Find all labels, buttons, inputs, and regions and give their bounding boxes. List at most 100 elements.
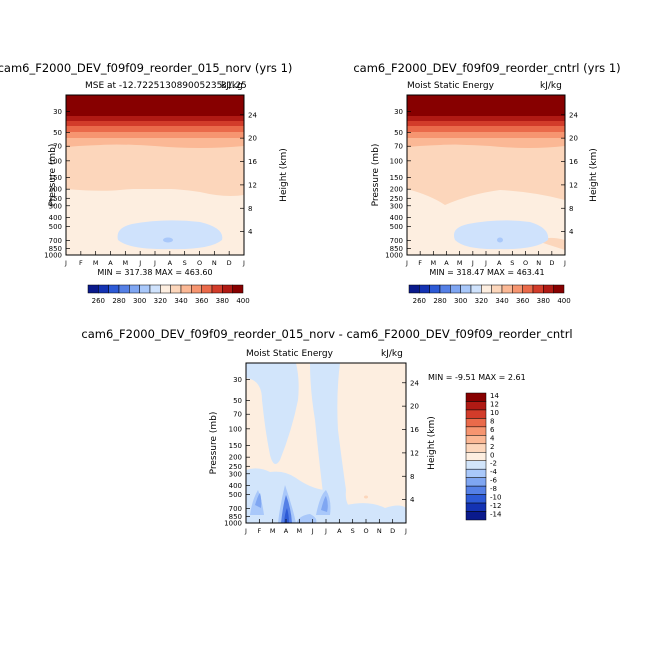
y-right-tick-label: 20 (248, 135, 257, 143)
colorbar-swatch (470, 284, 482, 294)
y-tick-label: 100 (49, 157, 62, 165)
colorbar-swatch (108, 284, 120, 294)
colorbar-swatch (118, 284, 130, 294)
y-right-tick-label: 16 (248, 158, 257, 166)
colorbar-label: 300 (133, 297, 146, 305)
x-tick-label: A (284, 527, 289, 535)
colorbar-label: 300 (454, 297, 467, 305)
y-tick-label: 200 (49, 186, 62, 194)
y-tick-label: 500 (49, 223, 62, 231)
x-tick-label: D (390, 527, 395, 535)
colorbar-label: 4 (490, 434, 495, 442)
x-tick-label: N (212, 259, 217, 267)
x-tick-label: F (257, 527, 261, 535)
panel-left-label: Moist Static Energy (407, 81, 495, 91)
colorbar-label: 12 (490, 400, 499, 408)
y-tick-label: 50 (53, 129, 62, 137)
x-tick-label: S (351, 527, 355, 535)
y-tick-label: 200 (229, 454, 242, 462)
y-right-tick-label: 4 (410, 496, 415, 504)
x-tick-label: A (168, 259, 173, 267)
y-tick-label: 30 (394, 108, 403, 116)
colorbar: 260 280 300 320 340 360 380 400 (408, 284, 571, 305)
y-tick-label: 150 (229, 442, 242, 450)
colorbar-swatch (465, 392, 487, 402)
plot-area (245, 362, 407, 524)
y-tick-label: 400 (49, 214, 62, 222)
colorbar-swatch (429, 284, 441, 294)
colorbar-swatch (543, 284, 554, 294)
colorbar-swatch (465, 409, 487, 419)
colorbar-label: 280 (112, 297, 125, 305)
colorbar-swatch (160, 284, 171, 294)
y-tick-label: 300 (390, 202, 403, 210)
colorbar-swatch (465, 502, 487, 512)
colorbar-label: -10 (490, 494, 501, 502)
colorbar-swatch (129, 284, 140, 294)
panel-units-label: kJ/kg (381, 349, 403, 359)
colorbar-swatch (553, 284, 565, 294)
x-tick-label: A (337, 527, 342, 535)
x-tick-label: D (549, 259, 554, 267)
colorbar-label: 0 (490, 451, 494, 459)
y-axis-right-label: Height (km) (589, 148, 599, 202)
y-tick-label: 70 (53, 143, 62, 151)
y-tick-label: 100 (229, 425, 242, 433)
panel-left-label: Moist Static Energy (246, 349, 334, 359)
x-tick-label: J (244, 527, 247, 535)
colorbar-swatch (491, 284, 503, 294)
min-max-label: MIN = 318.47 MAX = 463.41 (429, 268, 544, 277)
y-tick-label: 250 (390, 195, 403, 203)
colorbar-label: 400 (557, 297, 570, 305)
y-tick-label: 150 (390, 174, 403, 182)
y-tick-label: 30 (53, 108, 62, 116)
colorbar-swatch (139, 284, 151, 294)
y-tick-label: 250 (229, 463, 242, 471)
x-tick-label: J (242, 259, 245, 267)
x-tick-label: N (377, 527, 382, 535)
y-axis-label: Pressure (mb) (48, 144, 58, 207)
panel-units-label: kJ/kg (221, 81, 243, 91)
x-tick-label: J (311, 527, 314, 535)
y-tick-label: 500 (390, 223, 403, 231)
panel-title: cam6_F2000_DEV_f09f09_reorder_015_norv (… (0, 61, 292, 75)
colorbar-label: -14 (490, 511, 502, 519)
y-tick-label: 700 (229, 505, 242, 513)
panel-left-label: MSE at -12.722513089005235 (85, 81, 222, 91)
y-tick-label: 300 (49, 202, 62, 210)
y-tick-label: 1000 (224, 520, 242, 528)
y-axis-label: Pressure (mb) (209, 412, 219, 475)
y-axis-label: Pressure (mb) (371, 144, 381, 207)
colorbar-swatch (419, 284, 430, 294)
x-tick-label: M (297, 527, 303, 535)
panel-title: cam6_F2000_DEV_f09f09_reorder_015_norv -… (81, 327, 572, 341)
x-tick-label: S (510, 259, 514, 267)
x-tick-label: J (404, 527, 407, 535)
y-tick-label: 250 (49, 195, 62, 203)
y-tick-label: 70 (394, 143, 403, 151)
colorbar-label: 360 (516, 297, 529, 305)
y-tick-label: 70 (233, 411, 242, 419)
colorbar-label: 280 (433, 297, 446, 305)
colorbar-label: -8 (490, 485, 497, 493)
panel-cntrl: cam6_F2000_DEV_f09f09_reorder_cntrl (yrs… (353, 61, 620, 305)
x-tick-label: S (183, 259, 187, 267)
x-tick-label: M (457, 259, 463, 267)
colorbar-swatch (201, 284, 213, 294)
plot-area (65, 94, 245, 256)
colorbar-label: 380 (537, 297, 550, 305)
y-axis-right-label: Height (km) (279, 148, 289, 202)
panel-units-label: kJ/kg (540, 81, 562, 91)
x-tick-label: A (497, 259, 502, 267)
colorbar-label: 340 (495, 297, 508, 305)
y-right-tick-label: 16 (410, 426, 419, 434)
y-tick-label: 500 (229, 491, 242, 499)
y-right-tick-label: 4 (569, 228, 574, 236)
y-tick-label: 850 (390, 245, 403, 253)
x-tick-label: J (138, 259, 141, 267)
x-tick-label: M (431, 259, 437, 267)
colorbar-label: 2 (490, 443, 494, 451)
y-tick-label: 50 (394, 129, 403, 137)
y-tick-label: 200 (390, 186, 403, 194)
x-tick-label: M (93, 259, 99, 267)
